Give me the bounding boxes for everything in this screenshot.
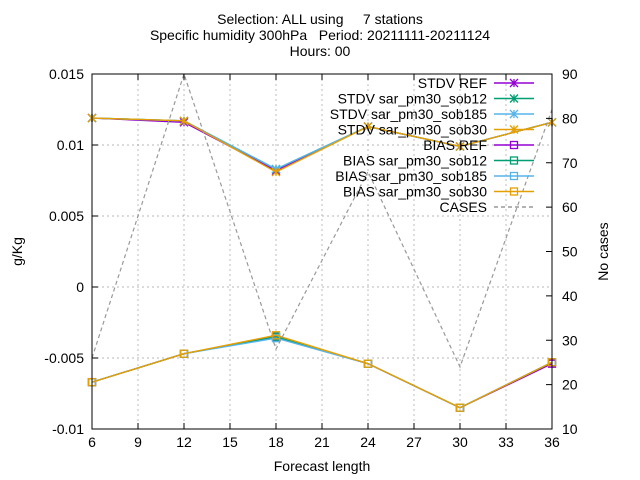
y-tick-label: 0.015 bbox=[49, 66, 84, 82]
x-tick-label: 6 bbox=[88, 434, 96, 450]
y2-axis-label: No cases bbox=[595, 222, 611, 280]
legend-label: STDV sar_pm30_sob185 bbox=[330, 106, 487, 122]
x-tick-label: 33 bbox=[498, 434, 514, 450]
y-axis-label: g/Kg bbox=[9, 237, 25, 266]
y2-tick-label: 20 bbox=[562, 377, 578, 393]
y-tick-label: -0.005 bbox=[44, 350, 84, 366]
y2-tick-label: 30 bbox=[562, 332, 578, 348]
chart-title-line-2: Specific humidity 300hPa Period: 2021111… bbox=[149, 27, 491, 43]
y2-tick-label: 10 bbox=[562, 421, 578, 437]
axis-ticks: 6 9 12 15 18 21 24 27 30 33 36 -0.01 -0.005 0 0.005 0.0… bbox=[44, 66, 577, 450]
data-point-marker bbox=[179, 349, 189, 358]
x-tick-label: 9 bbox=[134, 434, 142, 450]
x-tick-label: 27 bbox=[406, 434, 422, 450]
series-3 bbox=[87, 113, 557, 177]
data-point-marker bbox=[455, 403, 465, 412]
x-tick-label: 15 bbox=[222, 434, 238, 450]
data-point-marker bbox=[179, 116, 189, 126]
series-line bbox=[91, 72, 553, 369]
y-tick-label: 0.005 bbox=[49, 208, 84, 224]
legend-label: STDV sar_pm30_sob30 bbox=[338, 122, 488, 138]
data-point-marker bbox=[363, 122, 373, 131]
x-tick-label: 21 bbox=[314, 434, 330, 450]
legend-label: BIAS sar_pm30_sob12 bbox=[343, 153, 487, 169]
data-point-marker bbox=[509, 78, 519, 88]
y2-tick-label: 60 bbox=[562, 199, 578, 215]
y-tick-label: -0.01 bbox=[52, 421, 84, 437]
legend-label: STDV REF bbox=[418, 75, 487, 91]
data-point-marker bbox=[509, 156, 519, 165]
legend-label: STDV sar_pm30_sob12 bbox=[338, 91, 488, 107]
x-tick-label: 24 bbox=[360, 434, 376, 450]
y-tick-label: 0 bbox=[76, 279, 84, 295]
x-tick-label: 12 bbox=[176, 434, 192, 450]
series-line bbox=[91, 334, 553, 409]
x-tick-label: 36 bbox=[544, 434, 560, 450]
x-tick-label: 18 bbox=[268, 434, 284, 450]
x-axis-label: Forecast length bbox=[274, 458, 371, 474]
data-point-marker bbox=[509, 94, 519, 103]
data-point-marker bbox=[509, 171, 519, 181]
legend-label: CASES bbox=[440, 199, 487, 215]
data-point-marker bbox=[271, 167, 281, 177]
data-point-marker bbox=[509, 187, 519, 196]
chart-title-line-1: Selection: ALL using 7 stations bbox=[217, 11, 423, 27]
y2-tick-label: 90 bbox=[562, 66, 578, 82]
y2-tick-label: 80 bbox=[562, 110, 578, 126]
series-8 bbox=[91, 72, 553, 369]
y2-tick-label: 40 bbox=[562, 288, 578, 304]
y2-tick-label: 50 bbox=[562, 244, 578, 260]
series-layer bbox=[87, 72, 557, 412]
legend-label: BIAS REF bbox=[423, 137, 487, 153]
data-point-marker bbox=[509, 125, 519, 134]
series-line bbox=[91, 117, 553, 173]
chart-title-line-3: Hours: 00 bbox=[289, 43, 351, 59]
legend-label: BIAS sar_pm30_sob30 bbox=[343, 184, 487, 200]
data-point-marker bbox=[271, 331, 281, 340]
legend-label: BIAS sar_pm30_sob185 bbox=[335, 168, 487, 184]
y2-tick-label: 70 bbox=[562, 155, 578, 171]
data-point-marker bbox=[363, 359, 373, 368]
data-point-marker bbox=[509, 140, 519, 150]
data-point-marker bbox=[455, 141, 465, 151]
y-tick-label: 0.01 bbox=[57, 137, 84, 153]
x-tick-label: 30 bbox=[452, 434, 468, 450]
data-point-marker bbox=[509, 109, 519, 119]
